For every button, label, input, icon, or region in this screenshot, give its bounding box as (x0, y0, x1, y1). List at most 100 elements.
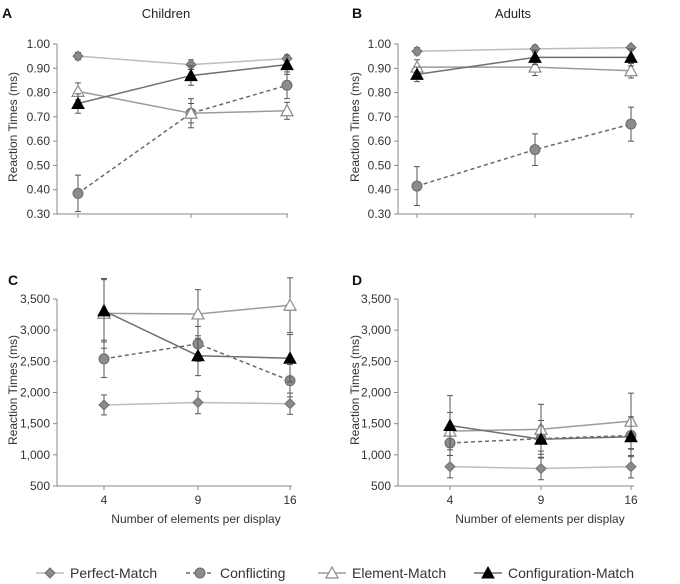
data-point (411, 180, 423, 192)
data-point (191, 348, 205, 362)
legend: Perfect-Match Conflicting Element-Match … (36, 565, 634, 581)
series-element-match (96, 277, 298, 349)
series-conflicting (411, 106, 637, 206)
legend-marker-shape (194, 567, 206, 579)
circle-marker-icon (194, 567, 206, 579)
y-tick-label: 3,500 (361, 292, 391, 306)
y-tick-label: 2,000 (361, 386, 391, 400)
y-tick-label: 0.50 (27, 158, 51, 172)
panel-a: A Children Reaction Times (ms) 1.00 0.90 0… (2, 5, 295, 221)
y-tick-label: 0.60 (368, 134, 392, 148)
y-tick-label: 0.40 (27, 183, 51, 197)
legend-marker-shape (324, 565, 340, 579)
data-point (72, 187, 84, 199)
y-tick-label: 2,500 (20, 354, 50, 368)
y-tick-label: 0.60 (27, 134, 51, 148)
series-perfect-match (98, 390, 296, 416)
data-point (282, 297, 298, 311)
data-point (625, 118, 637, 130)
x-tick-label: 16 (624, 493, 638, 507)
data-point (280, 57, 294, 71)
x-tick-label: 4 (447, 493, 454, 507)
data-point (625, 460, 637, 473)
data-point (283, 351, 297, 364)
data-point (411, 45, 423, 57)
panel-letter: B (352, 5, 362, 21)
y-tick-label: 2,500 (361, 354, 391, 368)
data-point (192, 396, 204, 409)
data-point (184, 68, 198, 82)
legend-label: Configuration-Match (508, 565, 634, 581)
data-point (190, 306, 206, 320)
series-perfect-match (411, 41, 637, 57)
y-tick-label: 0.30 (368, 207, 392, 221)
series-line (416, 46, 632, 53)
y-tick-label: 0.80 (368, 86, 392, 100)
data-point (98, 353, 110, 365)
x-axis-label: Number of elements per display (111, 512, 280, 526)
y-axis-label: Reaction Times (ms) (348, 335, 362, 445)
open-triangle-marker-icon (324, 565, 340, 579)
y-tick-label: 0.40 (368, 183, 392, 197)
panel-c: C Reaction Times (ms) Number of elements… (6, 272, 298, 526)
data-point (527, 59, 543, 73)
data-point (279, 103, 295, 117)
y-tick-label: 3,500 (20, 292, 50, 306)
legend-marker-shape (44, 567, 56, 579)
series-line (77, 84, 288, 194)
panel-d: D Reaction Times (ms) Number of elements… (348, 272, 639, 526)
series-element-match (70, 82, 295, 124)
y-tick-label: 500 (30, 479, 50, 493)
data-point (444, 460, 456, 473)
y-tick-label: 1,000 (20, 448, 50, 462)
panel-letter: A (2, 5, 12, 21)
y-tick-label: 0.90 (368, 61, 392, 75)
series-element-match (409, 58, 639, 79)
series-perfect-match (72, 50, 293, 71)
x-tick-label: 16 (283, 493, 297, 507)
filled-triangle-marker-icon (481, 565, 495, 579)
data-point (443, 418, 457, 432)
x-tick-label: 9 (538, 493, 545, 507)
legend-marker-shape (481, 565, 495, 579)
series-line (103, 343, 291, 382)
panel-letter: C (8, 272, 18, 288)
y-tick-label: 0.70 (27, 110, 51, 124)
y-axis-label: Reaction Times (ms) (348, 72, 362, 182)
data-point (624, 429, 638, 443)
x-axis-label: Number of elements per display (455, 512, 624, 526)
series-line (416, 123, 632, 187)
series-configuration-match (97, 279, 297, 383)
y-tick-label: 3,000 (20, 323, 50, 337)
diamond-marker-icon (44, 567, 56, 579)
data-point (410, 67, 424, 80)
y-tick-label: 1,500 (361, 417, 391, 431)
panel-title: Adults (495, 6, 532, 21)
legend-item-configuration-match: Configuration-Match (474, 565, 634, 581)
series-configuration-match (443, 395, 638, 459)
data-point (528, 50, 542, 63)
data-point (183, 105, 199, 119)
data-point (624, 50, 638, 63)
y-tick-label: 0.80 (27, 86, 51, 100)
series-perfect-match (444, 454, 637, 481)
panel-b: B Adults Reaction Times (ms) 1.00 0.90 0.8… (348, 5, 639, 221)
legend-label: Conflicting (220, 565, 285, 581)
y-axis-label: Reaction Times (ms) (6, 72, 20, 182)
series-configuration-match (410, 48, 638, 83)
y-tick-label: 2,000 (20, 386, 50, 400)
data-point (281, 79, 293, 91)
series-conflicting (98, 325, 296, 398)
y-tick-label: 0.70 (368, 110, 392, 124)
y-tick-label: 1,500 (20, 417, 50, 431)
data-point (623, 63, 639, 77)
data-point (284, 398, 296, 410)
legend-label: Element-Match (352, 565, 446, 581)
y-tick-label: 1.00 (27, 37, 51, 51)
panel-letter: D (352, 272, 362, 288)
y-axis-label: Reaction Times (ms) (6, 335, 20, 445)
legend-item-conflicting: Conflicting (186, 565, 285, 581)
legend-item-perfect-match: Perfect-Match (36, 565, 157, 581)
y-tick-label: 1,000 (361, 448, 391, 462)
